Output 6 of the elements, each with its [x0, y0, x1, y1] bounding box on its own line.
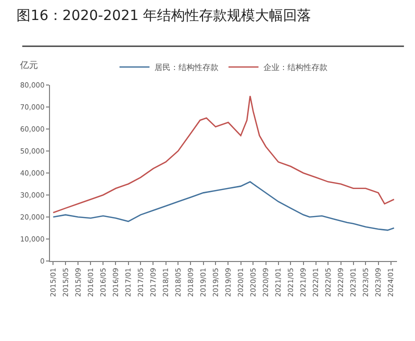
legend-label: 居民：结构性存款 [154, 63, 218, 72]
chart-title: 图16：2020-2021 年结构性存款规模大幅回落 [16, 8, 312, 24]
legend-label: 企业：结构性存款 [264, 63, 328, 72]
y-axis-title: 亿元 [19, 60, 38, 71]
line-series [52, 181, 395, 231]
line-series [52, 95, 395, 214]
